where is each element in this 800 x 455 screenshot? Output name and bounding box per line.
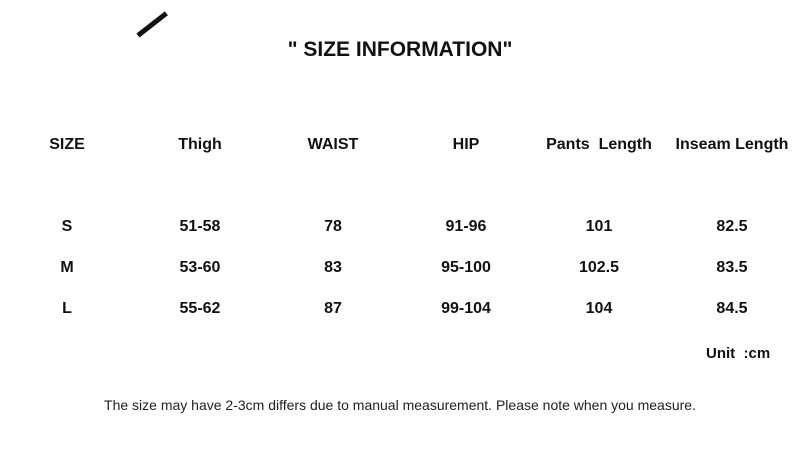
title-text: " SIZE INFORMATION": [287, 38, 513, 61]
table-cell: 104: [585, 300, 613, 317]
column-header: HIP: [452, 136, 480, 153]
table-cell: 55-62: [179, 300, 221, 317]
column-header: Thigh: [178, 136, 222, 153]
table-cell: 78: [324, 218, 342, 235]
table-cell: M: [60, 259, 74, 276]
table-cell: 83: [324, 259, 342, 276]
column-header: Pants Length: [546, 136, 652, 153]
table-cell: 51-58: [179, 218, 221, 235]
page-title: " SIZE INFORMATION": [0, 38, 800, 62]
decorative-slash: [136, 11, 168, 38]
table-cell: 87: [324, 300, 342, 317]
table-cell: 91-96: [445, 218, 487, 235]
table-cell: 95-100: [441, 259, 491, 276]
unit-label: Unit :cm: [706, 345, 771, 362]
column-header: WAIST: [307, 136, 359, 153]
table-cell: 82.5: [716, 218, 748, 235]
measurement-note: The size may have 2-3cm differs due to m…: [104, 397, 696, 413]
column-header: Inseam Length: [675, 136, 789, 153]
table-cell: 84.5: [716, 300, 748, 317]
table-cell: 53-60: [179, 259, 221, 276]
table-cell: S: [61, 218, 73, 235]
table-cell: 101: [585, 218, 613, 235]
table-cell: 102.5: [578, 259, 620, 276]
table-cell: 99-104: [441, 300, 491, 317]
table-cell: 83.5: [716, 259, 748, 276]
table-cell: L: [62, 300, 72, 317]
column-header: SIZE: [49, 136, 85, 153]
